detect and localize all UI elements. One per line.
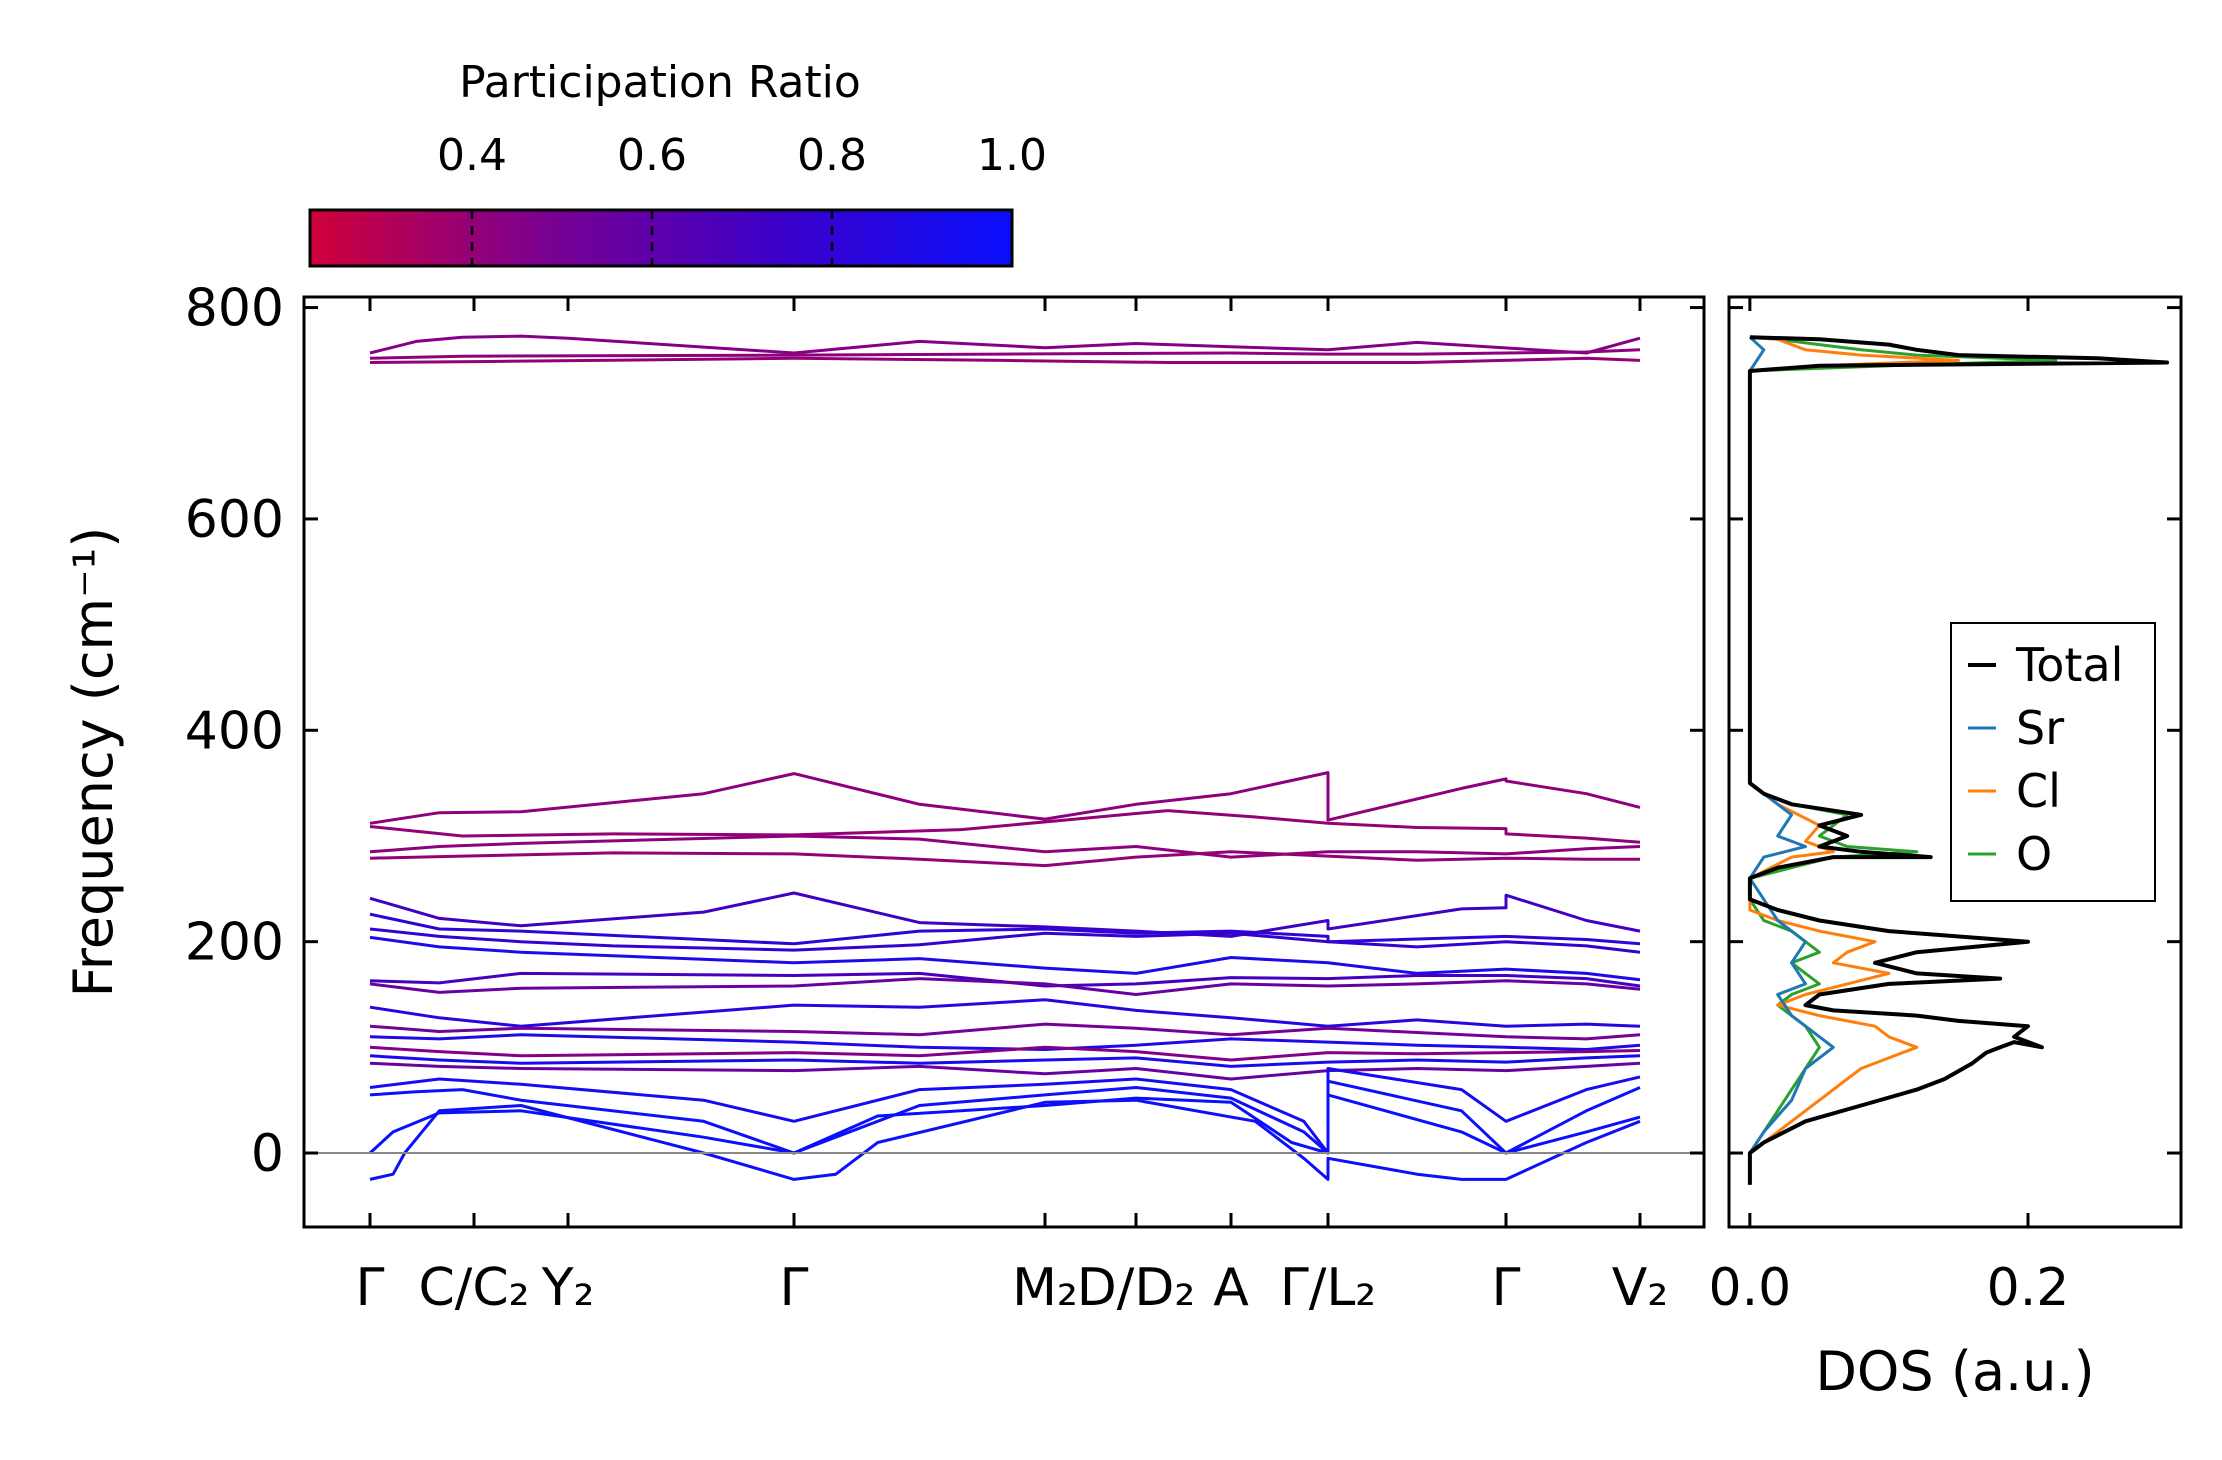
legend-label-o: O (2016, 827, 2052, 881)
x-tick-label: A (1213, 1258, 1249, 1318)
y-tick-label: 200 (185, 913, 284, 973)
legend-label-sr: Sr (2016, 701, 2064, 755)
colorbar-ticks: 0.4 0.6 0.8 1.0 (437, 130, 1047, 266)
colorbar-tick-label: 1.0 (977, 130, 1047, 181)
band-plot-frame (302, 295, 1706, 1229)
x-tick-label: C/C₂ (419, 1258, 530, 1318)
band-low-6 (369, 977, 1641, 996)
x-tick-label: Γ (356, 1258, 385, 1318)
band-low-14 (369, 1079, 1641, 1155)
dos-line-total (1747, 335, 2170, 1185)
dos-line-cl (1748, 335, 1960, 1185)
band-low-10 (369, 1045, 1641, 1062)
band-mid-4 (369, 850, 1640, 868)
dos-plot-frame (1727, 295, 2183, 1229)
y-axis-title: Frequency (cm⁻¹) (62, 527, 125, 998)
dos-ticks: 0.0 0.2 (1709, 297, 2181, 1318)
dos-x-tick-label: 0.2 (1987, 1258, 2070, 1318)
legend-label-total: Total (2015, 638, 2123, 692)
band-mid-2 (369, 809, 1641, 844)
colorbar-title: Participation Ratio (459, 57, 861, 108)
legend-label-cl: Cl (2016, 764, 2061, 818)
x-tick-label: D/D₂ (1077, 1258, 1195, 1318)
band-acoustic-2 (369, 1098, 1641, 1181)
band-high-3 (369, 356, 1641, 364)
band-low-5 (369, 971, 1641, 988)
colorbar-tick-label: 0.8 (797, 130, 867, 181)
band-mid-3 (369, 834, 1641, 859)
x-tick-label: Γ/L₂ (1280, 1258, 1376, 1318)
y-tick-label: 0 (251, 1124, 284, 1184)
band-low-11 (369, 1054, 1641, 1068)
band-low-4 (369, 935, 1641, 982)
legend-items: Total Sr Cl O (1968, 638, 2123, 881)
y-tick-label: 600 (185, 490, 284, 550)
x-tick-label: Y₂ (541, 1258, 595, 1318)
band-y-ticks: 0 200 400 600 800 (185, 279, 1704, 1184)
band-x-ticks: Γ C/C₂ Y₂ Γ M₂D/D₂ A Γ/L₂ Γ V₂ (356, 297, 1668, 1318)
colorbar-tick-label: 0.6 (617, 130, 687, 181)
band-lines (368, 334, 1641, 1181)
x-tick-label: Γ (780, 1258, 809, 1318)
band-high-1 (369, 334, 1641, 355)
x-tick-label: V₂ (1612, 1258, 1668, 1318)
band-high-2 (369, 348, 1641, 360)
band-mid-1 (369, 771, 1641, 825)
colorbar-tick-label: 0.4 (437, 130, 507, 181)
band-acoustic-1 (368, 1093, 1641, 1155)
colorbar (308, 208, 1014, 268)
y-tick-label: 800 (185, 279, 284, 339)
dos-x-tick-label: 0.0 (1709, 1258, 1792, 1318)
dos-lines (1747, 335, 2170, 1185)
band-low-2 (369, 912, 1641, 946)
band-low-13 (369, 1067, 1641, 1155)
band-low-7 (369, 998, 1641, 1028)
band-low-12 (369, 1061, 1641, 1081)
band-low-8 (369, 1022, 1641, 1041)
band-low-3 (369, 927, 1641, 954)
dos-legend: Total Sr Cl O (1950, 622, 2156, 902)
x-tick-label: Γ (1492, 1258, 1521, 1318)
y-tick-label: 400 (185, 701, 284, 761)
dos-line-sr (1748, 336, 1835, 1185)
dos-x-axis-title: DOS (a.u.) (1815, 1340, 2094, 1403)
band-low-9 (369, 1033, 1641, 1051)
x-tick-label: M₂ (1012, 1258, 1078, 1318)
